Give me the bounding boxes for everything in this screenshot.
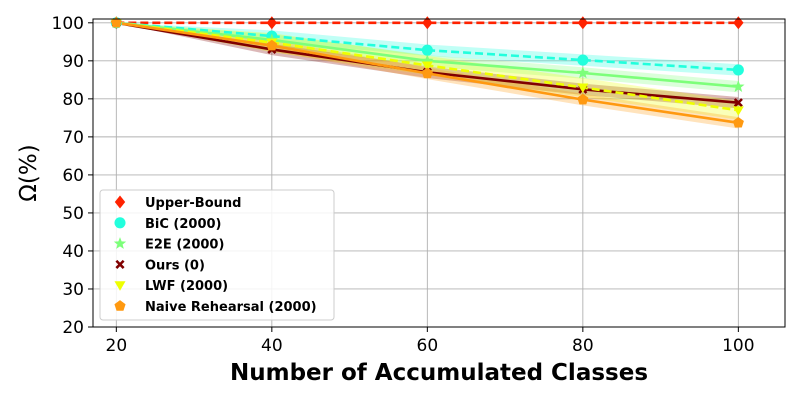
x-axis-title: Number of Accumulated Classes (230, 360, 648, 386)
plot-frame (92, 18, 786, 328)
legend-label: E2E (2000) (145, 238, 224, 253)
y-tick-labels: 20 30 40 50 60 70 80 90 100 (52, 14, 93, 338)
marker-upper-bound (733, 16, 744, 30)
legend-label: Upper-Bound (145, 196, 241, 211)
legend-label: Naive Rehearsal (2000) (145, 300, 317, 315)
marker-naive-rehearsal-2000 (421, 67, 433, 79)
marker-bic-2000 (732, 64, 744, 76)
y-tick-label: 20 (62, 318, 84, 338)
legend-marker (113, 237, 127, 249)
y-tick-label: 80 (62, 90, 84, 110)
y-tick-label: 70 (62, 128, 84, 148)
marker-naive-rehearsal-2000 (577, 93, 589, 105)
marker-upper-bound (577, 16, 589, 30)
x-tick-labels: 20 40 60 80 100 (106, 327, 755, 356)
y-tick-label: 60 (62, 166, 84, 186)
marker-naive-rehearsal-2000 (732, 116, 744, 128)
marker-e2e-2000 (421, 54, 434, 67)
legend-label: LWF (2000) (145, 279, 228, 294)
marker-bic-2000 (421, 44, 433, 56)
legend-marker (114, 281, 126, 291)
y-axis-title: Ω(%) (16, 144, 42, 201)
marker-upper-bound (422, 16, 433, 30)
x-tick-label: 100 (722, 336, 754, 356)
x-tick-label: 80 (572, 336, 594, 356)
y-tick-label: 50 (62, 204, 84, 224)
series-markers (110, 16, 745, 128)
marker-lwf-2000 (421, 61, 433, 71)
y-tick-label: 40 (62, 242, 84, 262)
y-tick-label: 30 (62, 280, 84, 300)
marker-lwf-2000 (732, 106, 744, 116)
marker-ours-0 (733, 98, 743, 108)
legend-marker (115, 259, 125, 269)
x-tick-label: 20 (106, 336, 128, 356)
legend-label: BiC (2000) (145, 217, 222, 232)
x-tick-label: 60 (417, 336, 439, 356)
marker-lwf-2000 (577, 83, 589, 93)
legend-marker (114, 300, 126, 311)
legend-marker (114, 195, 126, 209)
x-tick-label: 40 (261, 336, 283, 356)
marker-upper-bound (266, 16, 278, 30)
marker-e2e-2000 (732, 80, 745, 92)
y-tick-label: 90 (62, 52, 84, 72)
legend-box (99, 189, 335, 321)
legend: Upper-Bound BiC (2000) E2E (2000) Ours (0) L… (99, 189, 335, 321)
marker-e2e-2000 (576, 66, 590, 79)
marker-naive-rehearsal-2000 (110, 16, 122, 28)
legend-marker (114, 217, 126, 229)
y-tick-label: 100 (52, 14, 84, 34)
legend-label: Ours (0) (145, 258, 205, 273)
marker-naive-rehearsal-2000 (266, 39, 278, 51)
marker-bic-2000 (577, 54, 589, 66)
